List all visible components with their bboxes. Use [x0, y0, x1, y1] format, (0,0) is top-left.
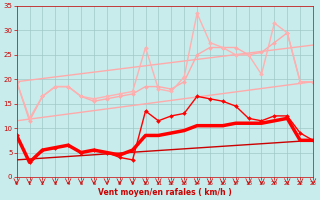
X-axis label: Vent moyen/en rafales ( km/h ): Vent moyen/en rafales ( km/h )	[98, 188, 232, 197]
